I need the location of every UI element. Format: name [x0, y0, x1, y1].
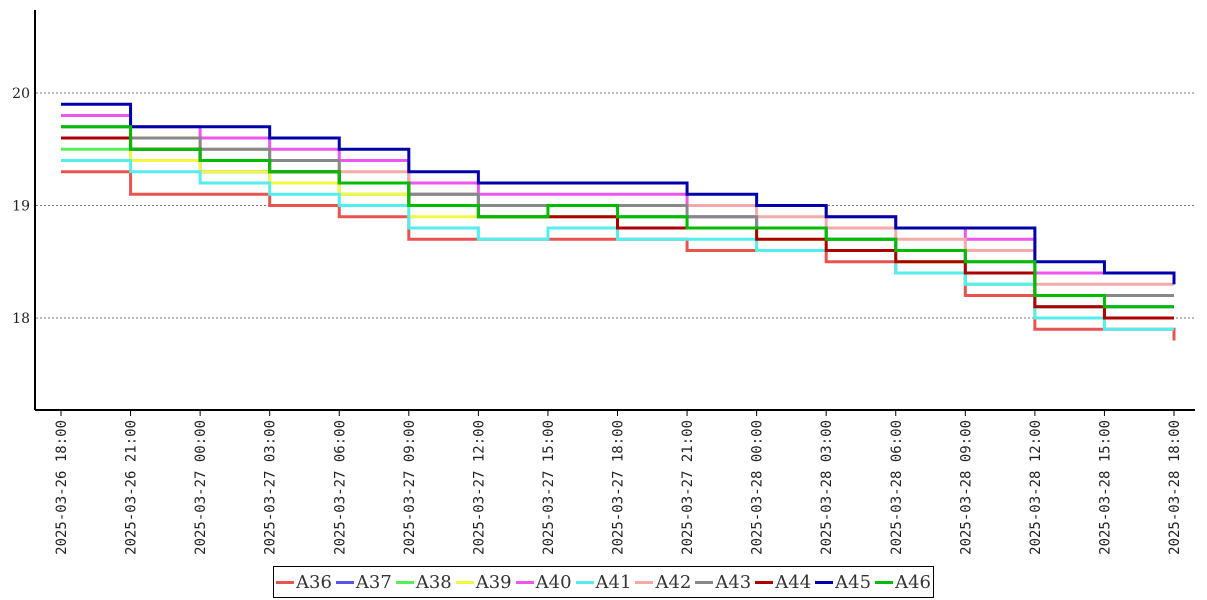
x-tick-label: 2025-03-27 21:00: [680, 420, 696, 555]
x-tick-label: 2025-03-27 12:00: [471, 420, 487, 555]
series-line-a46: [61, 125, 1174, 309]
series-line-a36: [61, 170, 1176, 341]
legend-label: A37: [355, 571, 392, 593]
x-tick-label: 2025-03-28 03:00: [819, 420, 835, 555]
series-line-a41: [61, 159, 1174, 331]
legend-label: A45: [835, 571, 872, 593]
chart-legend: A36 A37 A38 A39 A40 A41 A42 A43 A44 A45 A46: [273, 566, 934, 598]
y-tick-labels: 18 19 20: [12, 86, 30, 327]
x-tick-label: 2025-03-26 18:00: [54, 420, 70, 555]
legend-swatch: [635, 580, 654, 584]
legend-item-a40: A40: [515, 571, 572, 593]
x-tick-label: 2025-03-28 09:00: [958, 420, 974, 555]
x-tick-label: 2025-03-28 15:00: [1097, 420, 1113, 555]
legend-swatch: [695, 580, 714, 584]
legend-label: A40: [535, 571, 572, 593]
legend-item-a44: A44: [755, 572, 811, 593]
legend-label: A44: [775, 571, 812, 593]
grid-lines: [36, 92, 1195, 319]
legend-label: A41: [595, 571, 632, 593]
series-line-a45: [61, 102, 1176, 285]
legend-swatch: [515, 580, 534, 584]
legend-item-a39: A39: [455, 571, 512, 593]
legend-item-a42: A42: [635, 572, 691, 593]
x-tick-label: 2025-03-27 15:00: [541, 420, 557, 555]
legend-item-a45: A45: [815, 572, 871, 593]
legend-swatch: [276, 580, 295, 584]
x-tick-label: 2025-03-27 06:00: [332, 420, 348, 555]
legend-label: A43: [715, 571, 752, 593]
legend-item-a36: A36: [276, 572, 332, 593]
legend-label: A42: [655, 571, 692, 593]
x-tick-label: 2025-03-28 00:00: [750, 420, 766, 555]
y-tick-label: 20: [12, 86, 30, 102]
y-tick-label: 19: [12, 199, 30, 215]
x-tick-label: 2025-03-27 00:00: [193, 420, 209, 555]
x-tick-label: 2025-03-28 12:00: [1028, 420, 1044, 555]
legend-item-a43: A43: [695, 572, 751, 593]
legend-label: A39: [475, 571, 512, 593]
x-tick-label: 2025-03-28 18:00: [1167, 420, 1183, 555]
legend-swatch: [335, 580, 354, 584]
series-lines: [61, 102, 1176, 341]
x-tick-labels: 2025-03-26 18:00 2025-03-26 21:00 2025-03-…: [54, 410, 1183, 555]
x-tick-label: 2025-03-27 09:00: [402, 420, 418, 555]
legend-swatch: [455, 580, 474, 584]
legend-item-a37: A37: [335, 571, 392, 593]
y-tick-label: 18: [12, 311, 30, 327]
legend-swatch: [575, 580, 594, 584]
legend-swatch: [755, 580, 774, 584]
legend-swatch: [815, 580, 834, 584]
x-tick-label: 2025-03-28 06:00: [889, 420, 905, 555]
x-tick-label: 2025-03-27 03:00: [263, 420, 279, 555]
legend-label: A36: [296, 571, 332, 593]
x-tick-label: 2025-03-27 18:00: [611, 420, 627, 555]
legend-label: A38: [415, 571, 452, 593]
legend-label: A46: [895, 571, 931, 593]
legend-item-a46: A46: [875, 572, 931, 593]
legend-swatch: [395, 580, 414, 584]
x-tick-label: 2025-03-26 21:00: [124, 420, 140, 555]
series-line-a40: [61, 114, 1176, 285]
legend-item-a38: A38: [395, 571, 452, 593]
legend-item-a41: A41: [575, 571, 632, 593]
legend-swatch: [875, 580, 894, 584]
